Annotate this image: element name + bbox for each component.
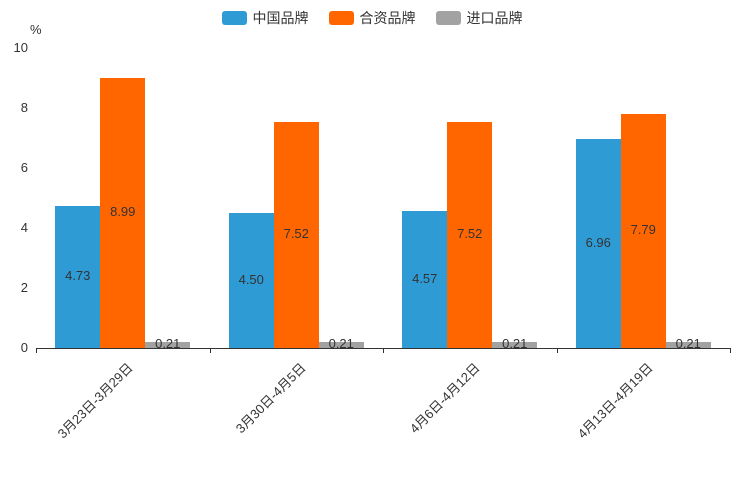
legend-item-1[interactable]: 合资品牌	[328, 8, 416, 28]
bar-value-label: 0.21	[155, 336, 181, 351]
y-tick-label: 8	[20, 100, 28, 115]
bar-value-label: 4.57	[412, 270, 438, 286]
bar-value-label: 7.52	[283, 226, 309, 241]
bar-中国品牌-2	[402, 211, 448, 348]
legend-label: 合资品牌	[359, 10, 416, 26]
x-axis-tick	[556, 348, 558, 353]
bar-进口品牌-0	[145, 342, 191, 348]
bar-value-label: 0.21	[502, 336, 528, 351]
legend-item-2[interactable]: 进口品牌	[435, 8, 523, 28]
bar-value-label: 6.96	[585, 234, 611, 250]
y-tick-label: 6	[20, 160, 28, 175]
bar-value-label: 7.79	[630, 222, 656, 237]
bar-value-label: 4.50	[238, 271, 264, 287]
bar-进口品牌-3	[665, 342, 711, 348]
bar-合资品牌-3	[620, 114, 666, 348]
x-category-label: 3月30日-4月5日	[232, 360, 309, 437]
bar-进口品牌-2	[492, 342, 538, 348]
bar-value-label: 0.21	[675, 336, 701, 351]
x-category-label: 4月6日-4月12日	[406, 360, 483, 437]
x-category-label: 4月13日-4月19日	[574, 360, 656, 442]
legend-swatch-icon	[221, 11, 247, 25]
bar-value-label: 4.73	[65, 268, 91, 283]
legend: 中国品牌 合资品牌 进口品牌	[0, 8, 744, 28]
y-tick-label: 4	[20, 220, 28, 235]
x-axis-tick	[730, 348, 731, 353]
x-category-label: 3月23日-3月29日	[54, 360, 136, 442]
bar-中国品牌-1	[228, 213, 274, 348]
bar-value-label: 8.99	[110, 204, 136, 219]
y-tick-label: 2	[20, 280, 28, 295]
bar-中国品牌-0	[55, 206, 101, 348]
bar-中国品牌-3	[575, 139, 621, 348]
x-axis-tick	[209, 348, 211, 353]
legend-swatch-icon	[435, 11, 461, 25]
y-tick-label: 0	[20, 340, 28, 355]
bar-合资品牌-2	[447, 122, 493, 348]
legend-label: 中国品牌	[252, 10, 309, 26]
x-axis-tick	[36, 348, 37, 353]
legend-label: 进口品牌	[466, 10, 523, 26]
y-tick-label: 10	[13, 40, 28, 55]
y-axis-unit: %	[30, 22, 42, 37]
legend-item-0[interactable]: 中国品牌	[221, 8, 309, 28]
legend-swatch-icon	[328, 11, 354, 25]
bar-进口品牌-1	[318, 342, 364, 348]
bar-value-label: 0.21	[328, 336, 354, 351]
bar-合资品牌-1	[273, 122, 319, 348]
bar-合资品牌-0	[100, 78, 146, 348]
x-axis-tick	[383, 348, 384, 353]
bar-value-label: 7.52	[457, 226, 483, 241]
